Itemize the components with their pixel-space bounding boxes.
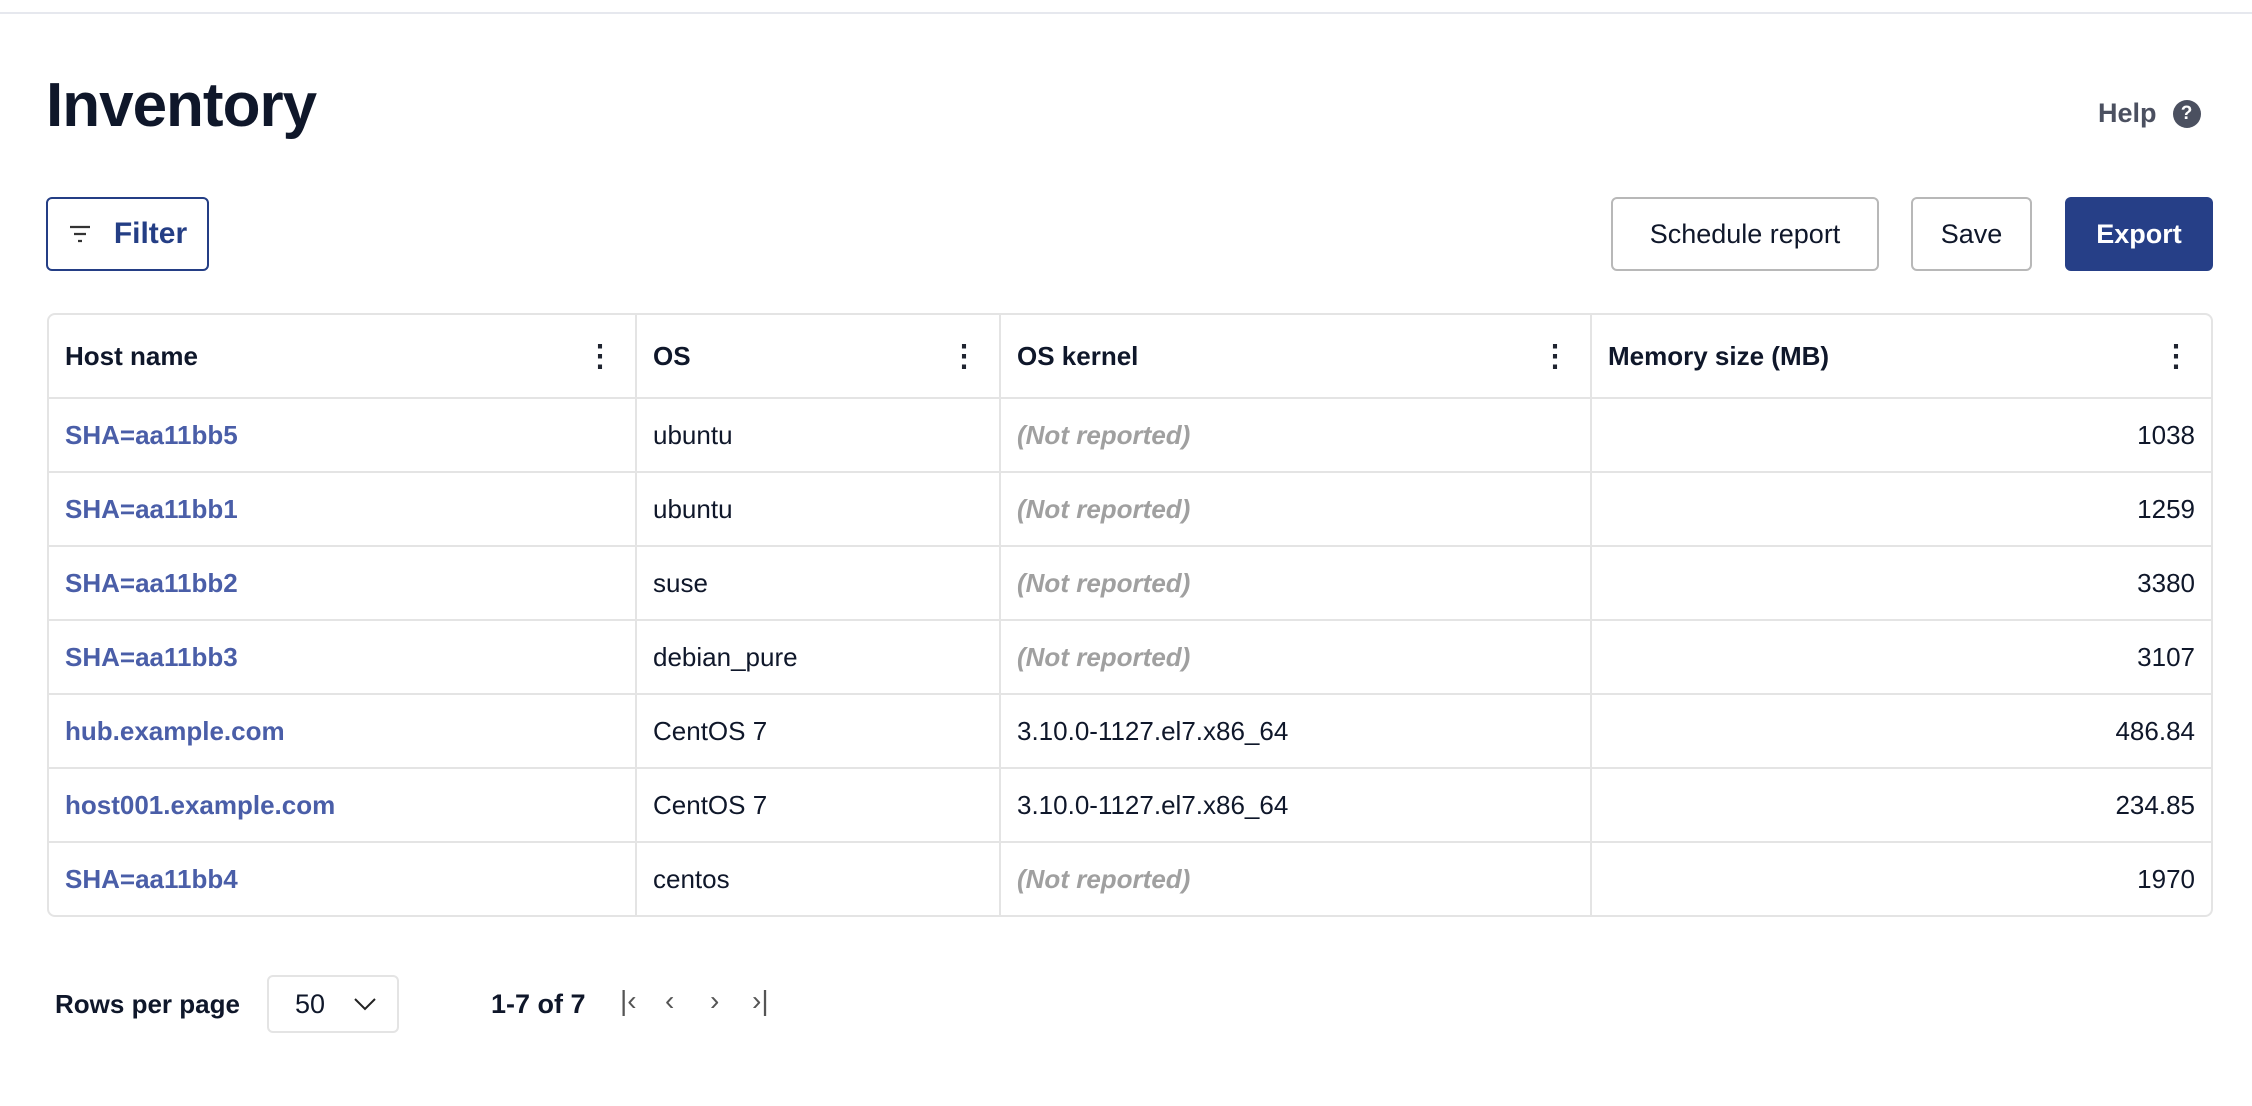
- column-label: Memory size (MB): [1608, 340, 1830, 371]
- export-button[interactable]: Export: [2065, 197, 2213, 271]
- host-link[interactable]: SHA=aa11bb5: [65, 419, 238, 450]
- os-cell: centos: [635, 843, 999, 915]
- last-page-icon[interactable]: ›|: [752, 985, 769, 1016]
- memory-size-cell: 234.85: [1590, 769, 2211, 841]
- inventory-table: Host name ⋮ OS ⋮ OS kernel ⋮ Memory size (M…: [47, 313, 2213, 917]
- question-circle-icon: ?: [2172, 99, 2201, 128]
- table-row: SHA=aa11bb3 debian_pure (Not reported) 3107: [49, 619, 2211, 693]
- host-name-cell: SHA=aa11bb5: [49, 399, 635, 471]
- os-cell: CentOS 7: [635, 769, 999, 841]
- rows-per-page-select[interactable]: 50: [267, 975, 399, 1033]
- memory-size-cell: 1038: [1590, 399, 2211, 471]
- table-row: host001.example.com CentOS 7 3.10.0-1127.e…: [49, 767, 2211, 841]
- os-cell: ubuntu: [635, 473, 999, 545]
- pagination-range: 1-7 of 7: [491, 988, 586, 1019]
- table-row: SHA=aa11bb1 ubuntu (Not reported) 1259: [49, 471, 2211, 545]
- memory-size-cell: 1970: [1590, 843, 2211, 915]
- os-cell: debian_pure: [635, 621, 999, 693]
- host-name-cell: SHA=aa11bb4: [49, 843, 635, 915]
- help-label: Help: [2098, 98, 2157, 128]
- filter-label: Filter: [113, 217, 188, 250]
- page-title: Inventory: [46, 71, 317, 140]
- column-label: OS: [653, 340, 691, 371]
- host-link[interactable]: SHA=aa11bb2: [65, 567, 238, 598]
- chevron-down-icon: [354, 998, 376, 1011]
- table-row: SHA=aa11bb2 suse (Not reported) 3380: [49, 545, 2211, 619]
- os-cell: ubuntu: [635, 399, 999, 471]
- os-kernel-cell: 3.10.0-1127.el7.x86_64: [999, 769, 1590, 841]
- kebab-menu-icon[interactable]: ⋮: [949, 339, 979, 373]
- os-cell: suse: [635, 547, 999, 619]
- table-header: Host name ⋮ OS ⋮ OS kernel ⋮ Memory size (M…: [49, 315, 2211, 397]
- os-kernel-cell: (Not reported): [999, 399, 1590, 471]
- host-name-cell: SHA=aa11bb3: [49, 621, 635, 693]
- memory-size-cell: 3380: [1590, 547, 2211, 619]
- column-label: OS kernel: [1017, 340, 1139, 371]
- save-button[interactable]: Save: [1911, 197, 2032, 271]
- os-kernel-cell: (Not reported): [999, 473, 1590, 545]
- memory-size-cell: 486.84: [1590, 695, 2211, 767]
- host-name-cell: SHA=aa11bb1: [49, 473, 635, 545]
- memory-size-cell: 3107: [1590, 621, 2211, 693]
- host-link[interactable]: SHA=aa11bb1: [65, 493, 238, 524]
- os-kernel-cell: (Not reported): [999, 843, 1590, 915]
- column-header-host-name: Host name ⋮: [49, 315, 635, 397]
- kebab-menu-icon[interactable]: ⋮: [2161, 339, 2191, 373]
- os-kernel-cell: (Not reported): [999, 547, 1590, 619]
- column-label: Host name: [65, 340, 198, 371]
- column-header-memory-size: Memory size (MB) ⋮: [1590, 315, 2211, 397]
- host-name-cell: host001.example.com: [49, 769, 635, 841]
- host-link[interactable]: SHA=aa11bb4: [65, 863, 238, 894]
- host-link[interactable]: hub.example.com: [65, 715, 285, 746]
- table-row: SHA=aa11bb4 centos (Not reported) 1970: [49, 841, 2211, 915]
- top-divider: [0, 12, 2252, 14]
- os-kernel-cell: (Not reported): [999, 621, 1590, 693]
- host-name-cell: SHA=aa11bb2: [49, 547, 635, 619]
- table-row: SHA=aa11bb5 ubuntu (Not reported) 1038: [49, 397, 2211, 471]
- filter-icon: [69, 225, 90, 243]
- os-kernel-cell: 3.10.0-1127.el7.x86_64: [999, 695, 1590, 767]
- memory-size-cell: 1259: [1590, 473, 2211, 545]
- next-page-icon[interactable]: ›: [710, 985, 720, 1016]
- os-cell: CentOS 7: [635, 695, 999, 767]
- rows-per-page-label: Rows per page: [55, 988, 240, 1019]
- filter-button[interactable]: Filter: [46, 197, 209, 271]
- column-header-os: OS ⋮: [635, 315, 999, 397]
- kebab-menu-icon[interactable]: ⋮: [1540, 339, 1570, 373]
- first-page-icon[interactable]: |‹: [620, 985, 637, 1016]
- help-link[interactable]: Help ?: [2098, 98, 2201, 129]
- host-name-cell: hub.example.com: [49, 695, 635, 767]
- schedule-report-button[interactable]: Schedule report: [1611, 197, 1879, 271]
- column-header-os-kernel: OS kernel ⋮: [999, 315, 1590, 397]
- host-link[interactable]: SHA=aa11bb3: [65, 641, 238, 672]
- previous-page-icon[interactable]: ‹: [665, 985, 675, 1016]
- rows-per-page-value: 50: [295, 988, 326, 1019]
- table-row: hub.example.com CentOS 7 3.10.0-1127.el7.x…: [49, 693, 2211, 767]
- host-link[interactable]: host001.example.com: [65, 789, 336, 820]
- kebab-menu-icon[interactable]: ⋮: [585, 339, 615, 373]
